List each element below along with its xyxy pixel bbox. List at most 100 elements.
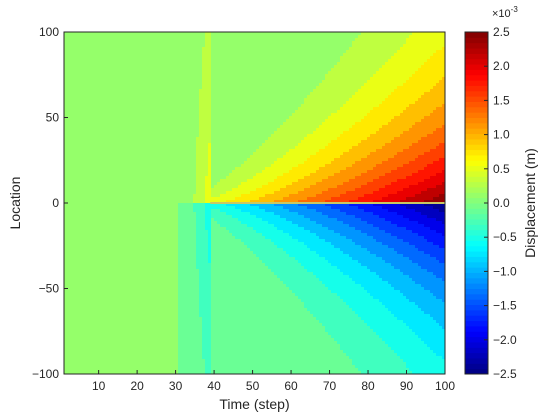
heatmap-cell: [157, 128, 161, 132]
heatmap-cell: [232, 80, 236, 84]
heatmap-cell: [178, 68, 182, 72]
heatmap-cell: [334, 113, 338, 117]
heatmap-cell: [109, 95, 113, 99]
heatmap-cell: [397, 59, 401, 63]
heatmap-cell: [394, 95, 398, 99]
heatmap-cell: [193, 77, 197, 81]
heatmap-cell: [433, 101, 437, 105]
heatmap-cell: [436, 65, 440, 69]
heatmap-cell: [280, 47, 284, 51]
heatmap-cell: [133, 131, 137, 135]
heatmap-cell: [73, 32, 77, 36]
heatmap-cell: [322, 80, 326, 84]
heatmap-cell: [442, 65, 446, 69]
heatmap-cell: [145, 44, 149, 48]
heatmap-cell: [241, 113, 245, 117]
heatmap-cell: [244, 32, 248, 36]
heatmap-cell: [337, 62, 341, 66]
heatmap-cell: [304, 53, 308, 57]
heatmap-cell: [121, 116, 125, 120]
heatmap-cell: [391, 68, 395, 72]
heatmap-cell: [214, 59, 218, 63]
heatmap-cell: [442, 101, 446, 105]
heatmap-cell: [355, 47, 359, 51]
heatmap-cell: [283, 98, 287, 102]
heatmap-cell: [370, 107, 374, 111]
heatmap-cell: [262, 122, 266, 126]
heatmap-cell: [79, 101, 83, 105]
heatmap-cell: [160, 62, 164, 66]
heatmap-cell: [154, 80, 158, 84]
heatmap-cell: [262, 110, 266, 114]
heatmap-cell: [430, 92, 434, 96]
heatmap-cell: [268, 92, 272, 96]
heatmap-cell: [190, 131, 194, 135]
heatmap-cell: [424, 116, 428, 120]
heatmap-cell: [229, 47, 233, 51]
heatmap-cell: [82, 74, 86, 78]
heatmap-cell: [244, 128, 248, 132]
heatmap-cell: [124, 71, 128, 75]
heatmap-cell: [415, 116, 419, 120]
heatmap-cell: [373, 113, 377, 117]
heatmap-cell: [334, 137, 338, 141]
heatmap-cell: [199, 38, 203, 42]
heatmap-cell: [73, 44, 77, 48]
heatmap-cell: [409, 137, 413, 141]
heatmap-cell: [199, 113, 203, 117]
heatmap-cell: [295, 59, 299, 63]
heatmap-cell: [154, 143, 158, 147]
heatmap-cell: [232, 95, 236, 99]
heatmap-cell: [328, 38, 332, 42]
heatmap-cell: [124, 80, 128, 84]
heatmap-cell: [214, 134, 218, 138]
heatmap-cell: [280, 38, 284, 42]
heatmap-cell: [175, 95, 179, 99]
heatmap-cell: [415, 47, 419, 51]
heatmap-cell: [226, 134, 230, 138]
heatmap-cell: [118, 92, 122, 96]
heatmap-cell: [394, 143, 398, 147]
heatmap-cell: [364, 68, 368, 72]
heatmap-cell: [427, 92, 431, 96]
heatmap-cell: [439, 35, 443, 39]
heatmap-cell: [148, 92, 152, 96]
heatmap-cell: [190, 41, 194, 45]
heatmap-cell: [286, 77, 290, 81]
heatmap-cell: [76, 74, 80, 78]
heatmap-cell: [244, 50, 248, 54]
heatmap-cell: [433, 92, 437, 96]
heatmap-cell: [442, 83, 446, 87]
heatmap-cell: [382, 56, 386, 60]
heatmap-cell: [349, 92, 353, 96]
heatmap-cell: [283, 131, 287, 135]
heatmap-cell: [181, 131, 185, 135]
heatmap-cell: [367, 125, 371, 129]
heatmap-cell: [427, 53, 431, 57]
heatmap-cell: [193, 113, 197, 117]
heatmap-cell: [307, 44, 311, 48]
heatmap-cell: [172, 44, 176, 48]
heatmap-cell: [85, 119, 89, 123]
heatmap-cell: [133, 38, 137, 42]
heatmap-cell: [331, 41, 335, 45]
heatmap-cell: [274, 107, 278, 111]
heatmap-cell: [427, 77, 431, 81]
heatmap-cell: [283, 71, 287, 75]
heatmap-cell: [334, 44, 338, 48]
heatmap-cell: [103, 32, 107, 36]
heatmap-cell: [334, 110, 338, 114]
heatmap-cell: [292, 134, 296, 138]
heatmap-cell: [274, 62, 278, 66]
heatmap-cell: [394, 146, 398, 150]
heatmap-cell: [286, 50, 290, 54]
heatmap-cell: [238, 128, 242, 132]
heatmap-cell: [412, 68, 416, 72]
heatmap-cell: [70, 107, 74, 111]
heatmap-cell: [406, 32, 410, 36]
heatmap-cell: [439, 41, 443, 45]
heatmap-cell: [364, 47, 368, 51]
heatmap-cell: [250, 134, 254, 138]
heatmap-cell: [100, 128, 104, 132]
heatmap-cell: [178, 116, 182, 120]
